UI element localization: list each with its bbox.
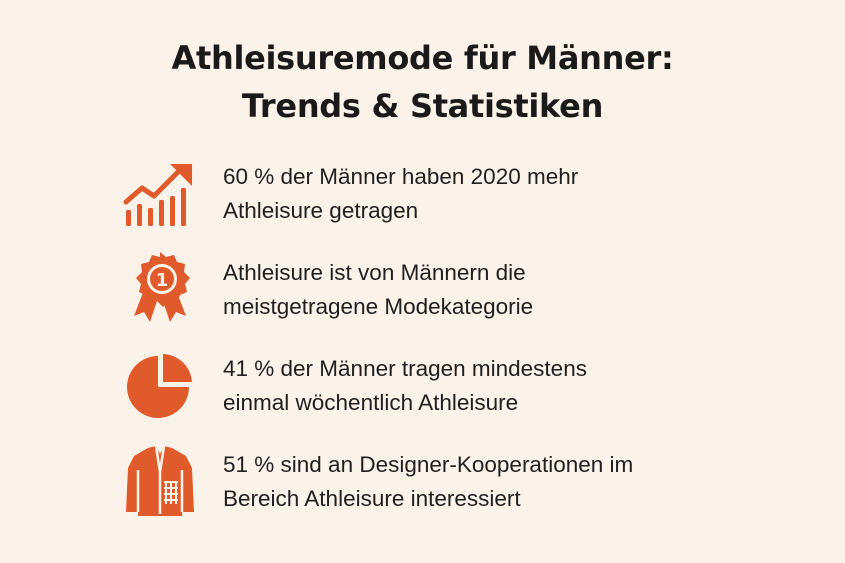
stat-2-line-2: meistgetragene Modekategorie: [223, 294, 534, 319]
stat-1-line-2: Athleisure getragen: [223, 198, 419, 223]
award-medal-icon: 1: [122, 250, 198, 326]
stat-4-line-2: Bereich Athleisure interessiert: [223, 486, 521, 511]
stat-1-line-1: 60 % der Männer haben 2020 mehr: [223, 164, 579, 189]
stat-item-2: 1 Athleisure ist von Männern die meistge…: [0, 252, 845, 336]
title-line-1: Athleisuremode für Männer:: [171, 39, 674, 77]
stat-item-1: 60 % der Männer haben 2020 mehr Athleisu…: [0, 160, 845, 240]
stat-text-1: 60 % der Männer haben 2020 mehr Athleisu…: [223, 160, 578, 228]
stat-text-2: Athleisure ist von Männern die meistgetr…: [223, 256, 533, 324]
stat-text-3: 41 % der Männer tragen mindestens einmal…: [223, 352, 587, 420]
title-line-2: Trends & Statistiken: [241, 87, 604, 125]
stat-4-line-1: 51 % sind an Designer-Kooperationen im: [223, 452, 634, 477]
stat-item-3: 41 % der Männer tragen mindestens einmal…: [0, 352, 845, 432]
stat-3-line-2: einmal wöchentlich Athleisure: [223, 390, 519, 415]
medal-number: 1: [156, 270, 169, 291]
stat-item-4: 51 % sind an Designer-Kooperationen im B…: [0, 445, 845, 528]
stat-2-line-1: Athleisure ist von Männern die: [223, 260, 526, 285]
stat-text-4: 51 % sind an Designer-Kooperationen im B…: [223, 448, 633, 516]
trending-up-bar-chart-icon: [122, 160, 198, 236]
jacket-icon: [122, 442, 198, 518]
page-title: Athleisuremode für Männer: Trends & Stat…: [0, 34, 845, 130]
pie-chart-icon: [122, 348, 198, 424]
stat-3-line-1: 41 % der Männer tragen mindestens: [223, 356, 587, 381]
